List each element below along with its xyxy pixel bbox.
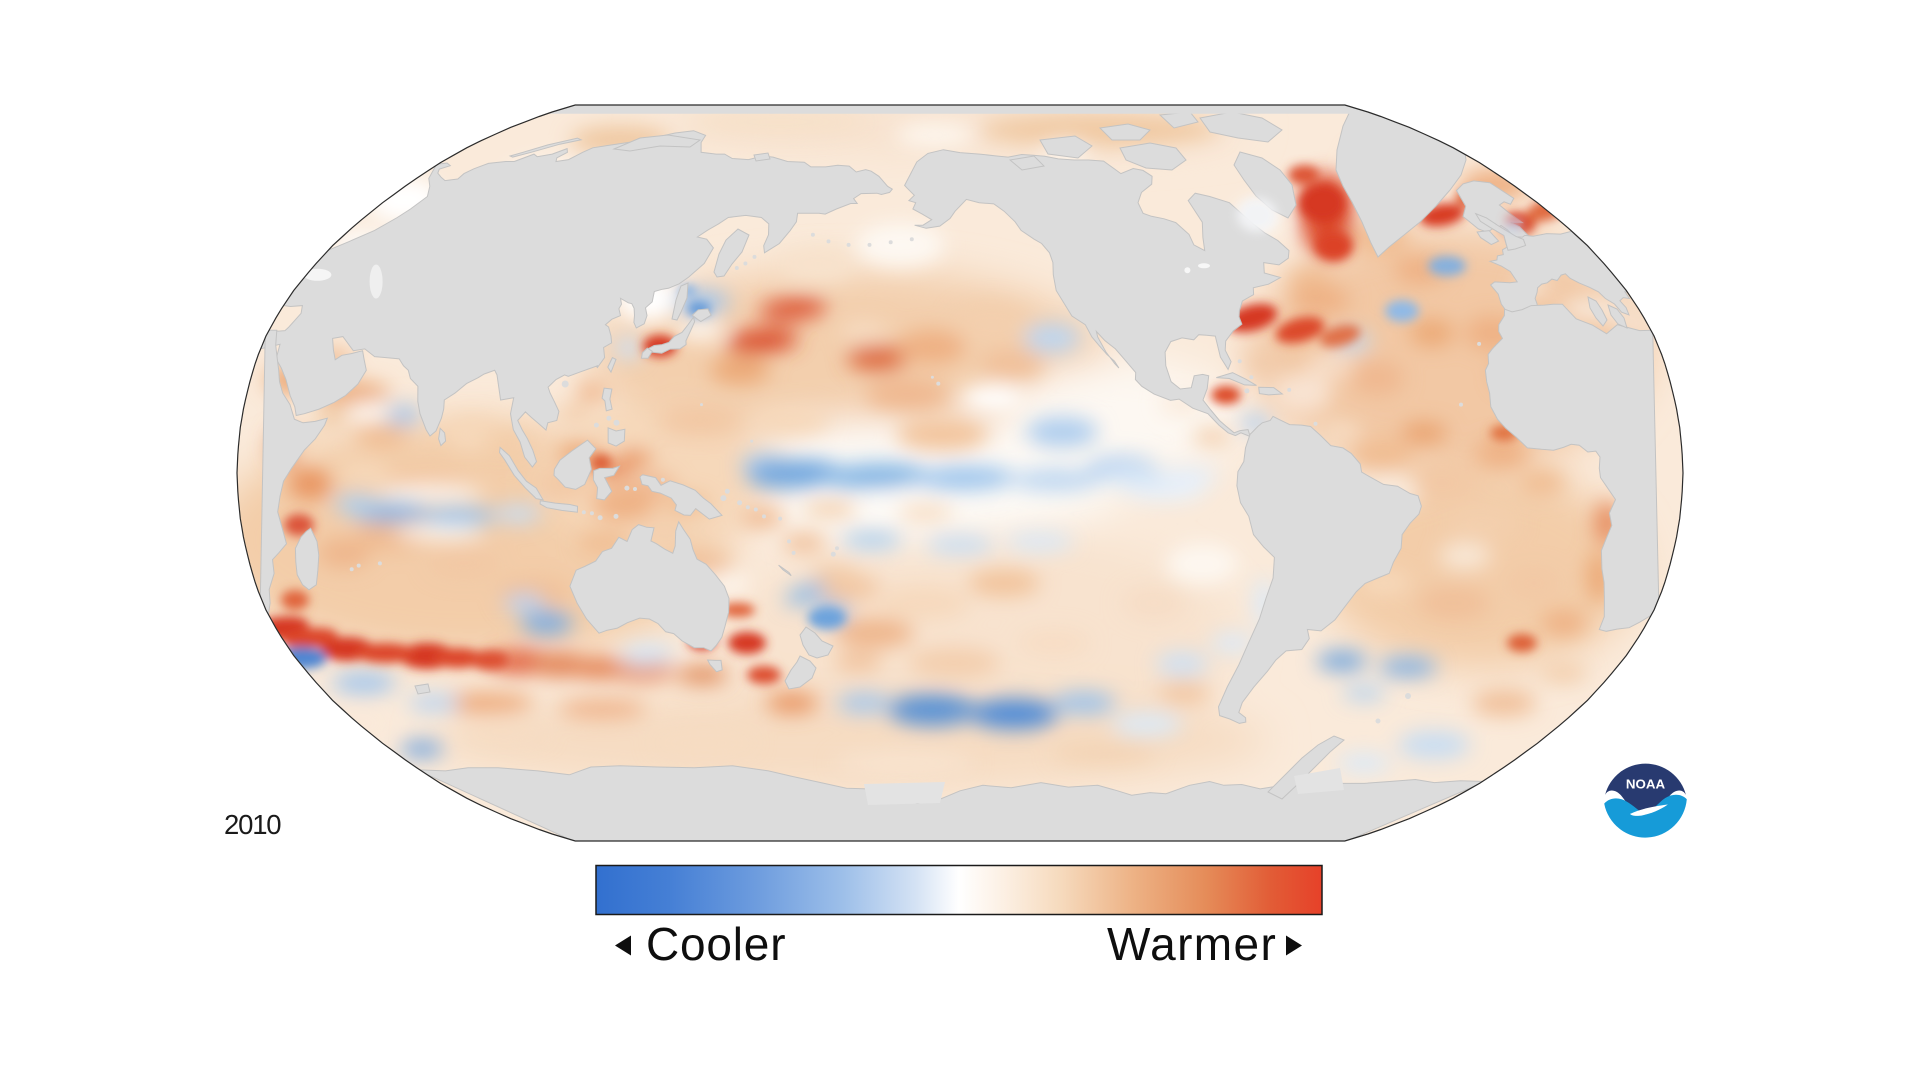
svg-text:Warmer: Warmer (1107, 918, 1277, 970)
svg-text:Cooler: Cooler (646, 918, 786, 970)
svg-text:NOAA: NOAA (1626, 777, 1666, 792)
svg-text:2010: 2010 (224, 809, 281, 840)
